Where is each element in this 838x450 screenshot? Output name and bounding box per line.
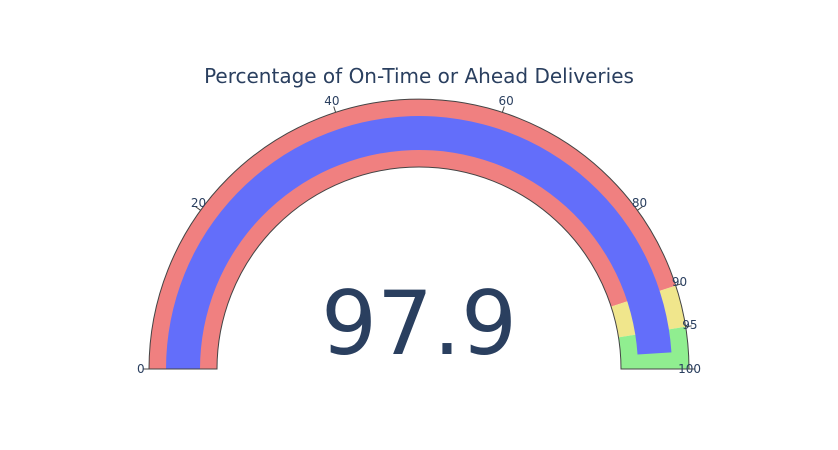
gauge-tick-label-80: 80	[632, 196, 647, 210]
gauge-value-bar-group	[166, 116, 672, 369]
gauge-tick-mark-60	[501, 106, 505, 113]
gauge-tick-label-90: 90	[672, 275, 687, 289]
gauge-tick-label-60: 60	[499, 94, 514, 108]
gauge-value-number: 97.9	[321, 272, 517, 375]
gauge-tick-mark-40	[333, 106, 337, 113]
gauge-tick-mark-20	[195, 206, 201, 211]
gauge-tick-label-100: 100	[678, 362, 701, 376]
gauge-tick-mark-90	[675, 283, 682, 287]
gauge-tick-label-40: 40	[324, 94, 339, 108]
gauge-tick-label-95: 95	[682, 318, 697, 332]
gauge-tick-label-20: 20	[191, 196, 206, 210]
gauge-outline-group	[148, 98, 690, 370]
gauge-tick-mark-80	[637, 206, 643, 211]
gauge-tick-mark-95	[685, 325, 692, 328]
gauge-outline	[148, 98, 690, 370]
chart-title: Percentage of On-Time or Ahead Deliverie…	[204, 64, 634, 88]
gauge-tick-label-0: 0	[137, 362, 145, 376]
gauge-value-bar	[166, 116, 672, 369]
gauge-ticks: 0 20 40 60 80 90 95 100	[137, 94, 701, 376]
